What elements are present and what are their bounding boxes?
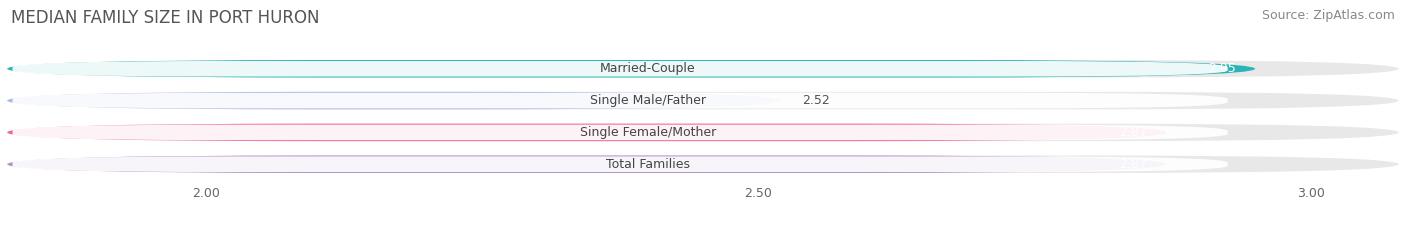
FancyBboxPatch shape <box>13 93 1227 108</box>
FancyBboxPatch shape <box>7 92 780 109</box>
Text: Single Female/Mother: Single Female/Mother <box>579 126 716 139</box>
Text: Source: ZipAtlas.com: Source: ZipAtlas.com <box>1261 9 1395 22</box>
Text: 2.95: 2.95 <box>1208 62 1236 75</box>
FancyBboxPatch shape <box>13 61 1227 77</box>
Text: 2.87: 2.87 <box>1119 158 1147 171</box>
FancyBboxPatch shape <box>7 124 1167 141</box>
FancyBboxPatch shape <box>7 60 1256 78</box>
FancyBboxPatch shape <box>7 155 1399 173</box>
Text: Single Male/Father: Single Male/Father <box>589 94 706 107</box>
Text: 2.52: 2.52 <box>803 94 830 107</box>
Text: MEDIAN FAMILY SIZE IN PORT HURON: MEDIAN FAMILY SIZE IN PORT HURON <box>11 9 319 27</box>
FancyBboxPatch shape <box>13 156 1227 172</box>
Text: Total Families: Total Families <box>606 158 690 171</box>
Text: Married-Couple: Married-Couple <box>600 62 696 75</box>
FancyBboxPatch shape <box>7 92 1399 109</box>
FancyBboxPatch shape <box>7 155 1167 173</box>
FancyBboxPatch shape <box>13 125 1227 140</box>
FancyBboxPatch shape <box>7 60 1399 78</box>
FancyBboxPatch shape <box>7 124 1399 141</box>
Text: 2.87: 2.87 <box>1119 126 1147 139</box>
